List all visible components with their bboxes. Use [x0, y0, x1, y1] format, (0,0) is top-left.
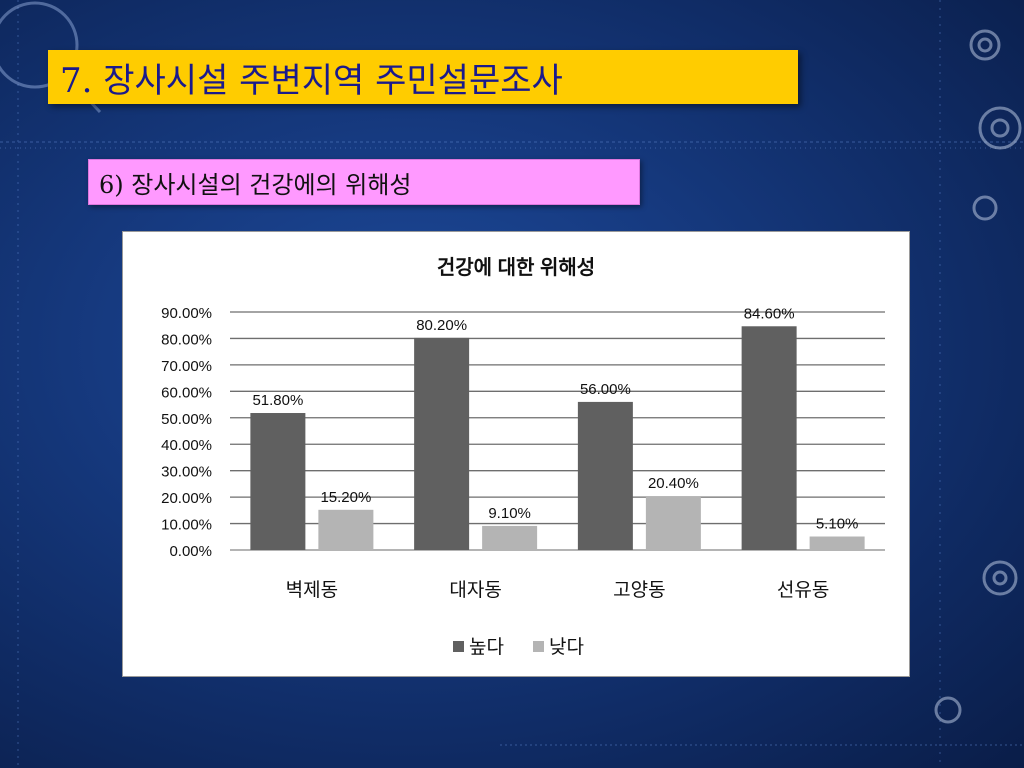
- bar-high: [741, 326, 797, 550]
- y-tick-label: 20.00%: [161, 490, 212, 507]
- bar-low: [482, 525, 538, 550]
- legend-label: 낮다: [549, 636, 584, 658]
- x-tick-label: 고양동: [613, 579, 665, 601]
- data-label: 84.60%: [744, 305, 795, 322]
- data-label: 56.00%: [580, 381, 631, 398]
- slide-subtitle-banner: 6) 장사시설의 건강에의 위해성: [88, 159, 640, 205]
- y-tick-label: 50.00%: [161, 411, 212, 428]
- slide-title-banner: 7. 장사시설 주변지역 주민설문조사: [48, 50, 798, 104]
- y-tick-label: 0.00%: [169, 543, 212, 560]
- gear-icon: [934, 29, 1022, 724]
- data-label: 51.80%: [252, 392, 303, 409]
- y-tick-label: 10.00%: [161, 517, 212, 534]
- bar-high: [414, 337, 470, 550]
- data-label: 15.20%: [320, 489, 371, 506]
- chart-title: 건강에 대한 위해성: [437, 256, 595, 279]
- bar-chart: 건강에 대한 위해성 0.00% 10.00% 20.00% 30.00% 40.00% 5…: [161, 256, 885, 658]
- data-label: 5.10%: [816, 516, 859, 533]
- y-tick-label: 80.00%: [161, 331, 212, 348]
- legend-swatch: [533, 641, 544, 652]
- y-tick-label: 30.00%: [161, 464, 212, 481]
- x-tick-label: 벽제동: [286, 579, 338, 601]
- bar-high: [250, 413, 306, 550]
- data-label: 20.40%: [648, 475, 699, 492]
- bar-low: [645, 496, 701, 550]
- x-tick-label: 대자동: [449, 579, 501, 601]
- bar-high: [577, 401, 633, 550]
- y-tick-label: 40.00%: [161, 437, 212, 454]
- data-label: 9.10%: [488, 505, 531, 522]
- y-tick-label: 60.00%: [161, 384, 212, 401]
- slide-title: 7. 장사시설 주변지역 주민설문조사: [60, 60, 563, 101]
- legend-label: 높다: [469, 636, 504, 658]
- legend-swatch: [453, 641, 464, 652]
- bar-low: [318, 509, 374, 550]
- y-tick-label: 70.00%: [161, 358, 212, 375]
- bar-low: [809, 536, 865, 550]
- data-label: 80.20%: [416, 317, 467, 334]
- chart-panel: 건강에 대한 위해성 0.00% 10.00% 20.00% 30.00% 40.00% 5…: [122, 231, 910, 677]
- y-tick-label: 90.00%: [161, 305, 212, 322]
- x-tick-label: 선유동: [777, 579, 829, 601]
- slide-subtitle: 6) 장사시설의 건강에의 위해성: [99, 170, 412, 199]
